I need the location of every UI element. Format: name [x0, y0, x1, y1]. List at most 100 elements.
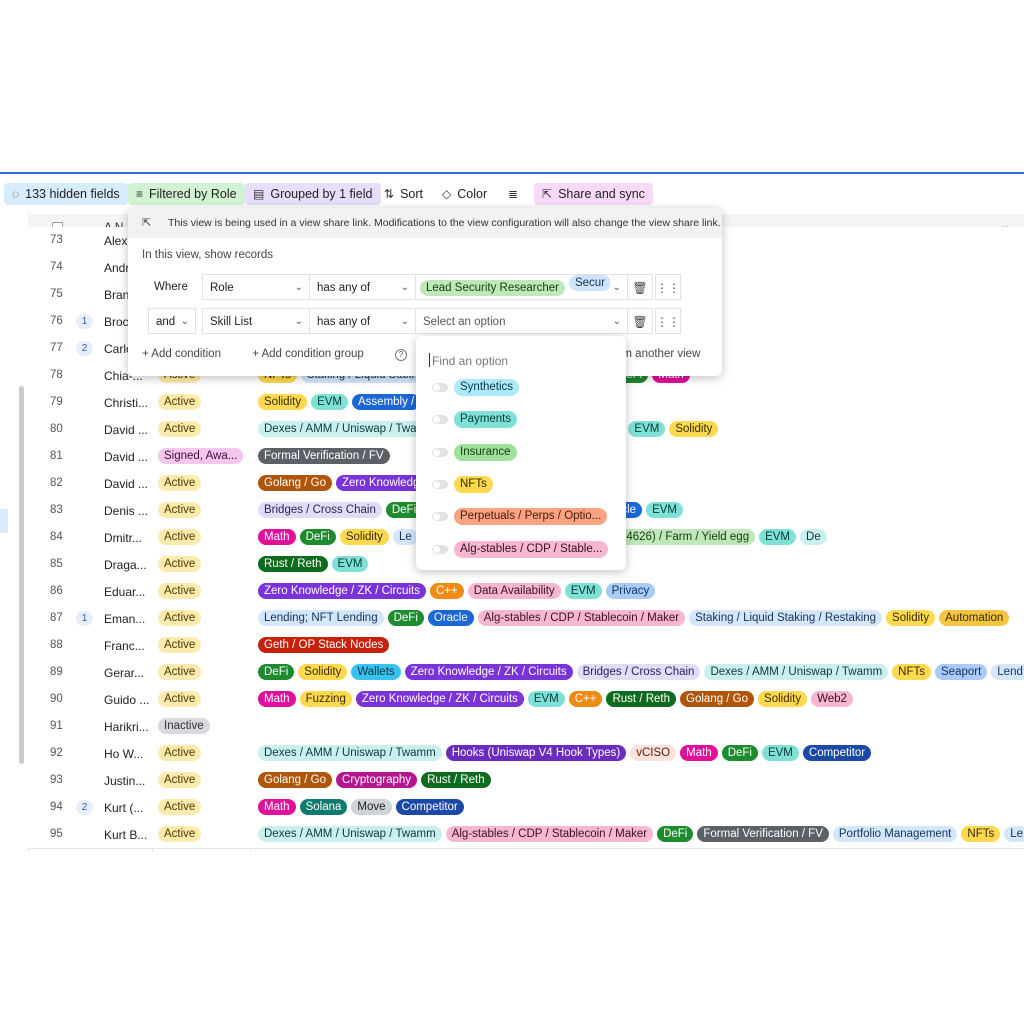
- table-row[interactable]: 87 1 Eman... Active Lending; NFT Lending DeFi…: [28, 605, 1024, 633]
- value-select-role[interactable]: Lead Security Researcher Secur ⌄: [415, 274, 628, 300]
- field-select-role[interactable]: Role ⌄: [202, 274, 310, 300]
- status-cell[interactable]: Active: [158, 502, 205, 518]
- skills-cell[interactable]: Dexes / AMM / Uniswap / Twamm Alg-stables…: [258, 826, 1024, 842]
- copy-from-view-link[interactable]: om another view: [616, 348, 701, 360]
- table-row[interactable]: 90 Guido ... Active Math Fuzzing Zero Knowled…: [28, 686, 1024, 714]
- skill-tag: Cryptography: [336, 772, 418, 788]
- drag-handle-icon[interactable]: ⋮⋮: [655, 274, 681, 300]
- name-cell[interactable]: Guido ...: [104, 693, 150, 707]
- skills-cell[interactable]: Rust / Reth EVM: [258, 556, 372, 572]
- status-cell[interactable]: Active: [158, 826, 205, 842]
- field-select-skill[interactable]: Skill List ⌄: [202, 308, 310, 334]
- status-cell[interactable]: Inactive: [158, 718, 214, 734]
- table-row[interactable]: 86 Eduar... Active Zero Knowledge / ZK / Ci…: [28, 578, 1024, 606]
- help-icon[interactable]: ?: [394, 349, 407, 361]
- name-cell[interactable]: Denis ...: [104, 504, 149, 518]
- skills-cell[interactable]: Lending; NFT Lending DeFi Oracle Alg-stable…: [258, 610, 1013, 626]
- status-cell[interactable]: Active: [158, 799, 205, 815]
- name-cell[interactable]: Justin...: [104, 774, 146, 788]
- value-select-skill[interactable]: Select an option ⌄: [415, 308, 628, 334]
- table-row[interactable]: 89 Gerar... Active DeFi Solidity Wallets Zero …: [28, 659, 1024, 687]
- toggle-icon[interactable]: [432, 544, 448, 554]
- status-cell[interactable]: Active: [158, 610, 205, 626]
- hidden-fields-button[interactable]: ◌ 133 hidden fields: [4, 183, 128, 205]
- table-row[interactable]: 93 Justin... Active Golang / Go Cryptography…: [28, 767, 1024, 795]
- table-row[interactable]: 95 Kurt B... Active Dexes / AMM / Uniswap /…: [28, 821, 1024, 849]
- add-condition-group-button[interactable]: + Add condition group: [252, 348, 364, 360]
- status-cell[interactable]: Active: [158, 637, 205, 653]
- status-cell[interactable]: Active: [158, 772, 205, 788]
- row-height-button[interactable]: ≣: [500, 183, 532, 205]
- skills-cell[interactable]: Formal Verification / FV: [258, 448, 394, 464]
- toggle-icon[interactable]: [432, 479, 448, 489]
- table-row[interactable]: 88 Franc... Active Geth / OP Stack Nodes: [28, 632, 1024, 660]
- comment-count-badge[interactable]: 2: [76, 800, 93, 815]
- drag-handle-icon[interactable]: ⋮⋮: [655, 308, 681, 334]
- skills-cell[interactable]: Zero Knowledge / ZK / Circuits C++ Data Av…: [258, 583, 659, 599]
- name-cell[interactable]: David ...: [104, 423, 149, 437]
- toggle-icon[interactable]: [432, 415, 448, 425]
- chevron-down-icon: ⌄: [612, 316, 621, 327]
- name-cell[interactable]: Andr: [104, 261, 130, 275]
- add-condition-button[interactable]: + Add condition: [142, 348, 221, 360]
- find-option-input[interactable]: Find an option: [432, 354, 509, 368]
- skills-cell[interactable]: DeFi Solidity Wallets Zero Knowledge / ZK /…: [258, 664, 1024, 680]
- table-row[interactable]: 92 Ho W... Active Dexes / AMM / Uniswap / T…: [28, 740, 1024, 768]
- filter-button[interactable]: ≡ Filtered by Role: [128, 183, 245, 205]
- name-cell[interactable]: Franc...: [104, 639, 145, 653]
- status-cell[interactable]: Active: [158, 664, 205, 680]
- status-cell[interactable]: Active: [158, 475, 205, 491]
- skills-cell[interactable]: Dexes / AMM / Uniswap / Twamm Hooks (Unis…: [258, 745, 875, 761]
- status-cell[interactable]: Active: [158, 583, 205, 599]
- name-cell[interactable]: Broc: [104, 315, 129, 329]
- name-cell[interactable]: Eduar...: [104, 585, 146, 599]
- name-cell[interactable]: Kurt (...: [104, 801, 144, 815]
- table-row[interactable]: 91 Harikri... Inactive: [28, 713, 1024, 741]
- operator-select[interactable]: has any of ⌄: [309, 274, 416, 300]
- comment-count-badge[interactable]: 1: [76, 314, 93, 329]
- sidebar-scrollbar[interactable]: [19, 386, 24, 764]
- comment-count-badge[interactable]: 1: [76, 611, 93, 626]
- name-cell[interactable]: Bran: [104, 288, 130, 302]
- name-cell[interactable]: Eman...: [104, 612, 146, 626]
- status-cell[interactable]: Signed, Awa...: [158, 448, 247, 464]
- comment-count-badge[interactable]: 2: [76, 341, 93, 356]
- group-button[interactable]: ▤ Grouped by 1 field: [245, 183, 381, 205]
- status-cell[interactable]: Active: [158, 529, 205, 545]
- name-cell[interactable]: Harikri...: [104, 720, 149, 734]
- share-sync-button[interactable]: ⇱ Share and sync: [534, 183, 653, 205]
- status-cell[interactable]: Active: [158, 421, 205, 437]
- name-cell[interactable]: David ...: [104, 477, 149, 491]
- name-cell[interactable]: Ho W...: [104, 747, 144, 761]
- name-cell[interactable]: Alex: [104, 234, 128, 248]
- status-cell[interactable]: Active: [158, 691, 205, 707]
- sort-button[interactable]: ⇅ Sort: [376, 183, 431, 205]
- skills-cell[interactable]: Math Fuzzing Zero Knowledge / ZK / Circuit…: [258, 691, 857, 707]
- trash-icon[interactable]: 🗑: [627, 274, 653, 300]
- status-cell[interactable]: Active: [158, 745, 205, 761]
- name-cell[interactable]: Kurt B...: [104, 828, 148, 842]
- name-cell[interactable]: Carlo: [104, 342, 133, 356]
- trash-icon[interactable]: 🗑: [627, 308, 653, 334]
- name-cell[interactable]: Gerar...: [104, 666, 145, 680]
- table-row[interactable]: 94 2 Kurt (... Active Math Solana Move Competit…: [28, 794, 1024, 822]
- skill-tag: Zero Knowledge / ZK / Circuits: [404, 664, 573, 680]
- name-cell[interactable]: Christi...: [104, 396, 149, 410]
- name-cell[interactable]: Dmitr...: [104, 531, 142, 545]
- name-cell[interactable]: Draga...: [104, 558, 147, 572]
- name-cell[interactable]: David ...: [104, 450, 149, 464]
- chevron-down-icon[interactable]: ⌄: [1000, 220, 1010, 232]
- status-cell[interactable]: Active: [158, 394, 205, 410]
- skills-cell[interactable]: Golang / Go Cryptography Rust / Reth: [258, 772, 495, 788]
- status-cell[interactable]: Active: [158, 556, 205, 572]
- sidebar-selected-marker: [0, 509, 8, 533]
- skills-cell[interactable]: Geth / OP Stack Nodes: [258, 637, 393, 653]
- toggle-icon[interactable]: [432, 383, 448, 392]
- toggle-icon[interactable]: [432, 447, 448, 457]
- conjunction-select[interactable]: and ⌄: [148, 308, 196, 334]
- color-button[interactable]: ◇ Color: [434, 183, 495, 205]
- operator-select[interactable]: has any of ⌄: [309, 308, 416, 334]
- toggle-icon[interactable]: [432, 512, 448, 522]
- skills-cell[interactable]: Math Solana Move Competitor: [258, 799, 468, 815]
- skills-cell[interactable]: Solidity EVM Assembly /: [258, 394, 424, 410]
